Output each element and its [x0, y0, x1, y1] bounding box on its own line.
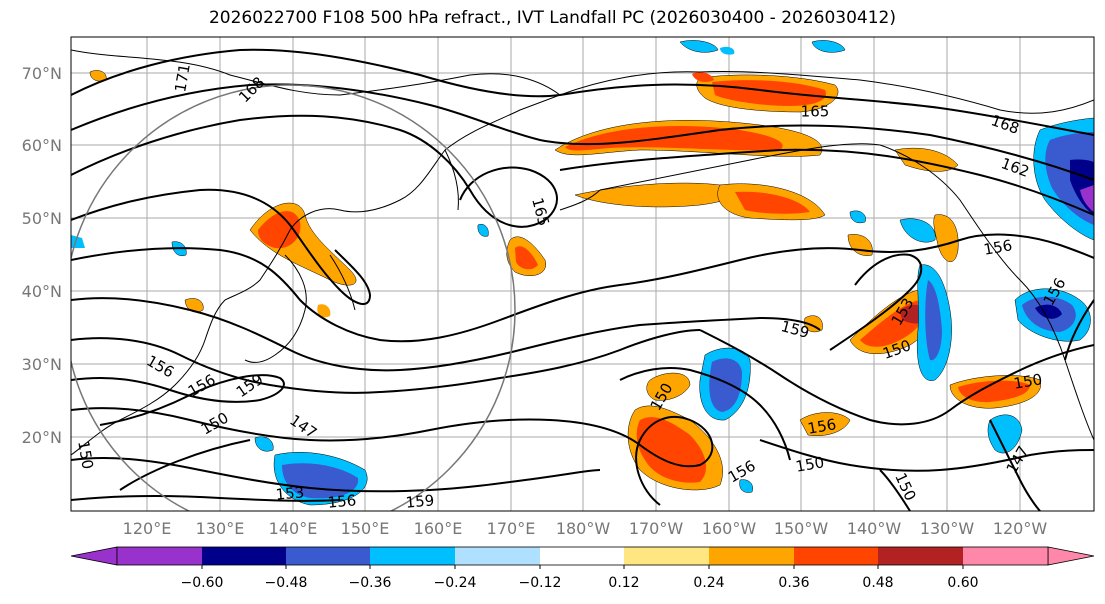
colorbar-tick-label: −0.60 [181, 575, 224, 591]
longitude-label: 170°W [629, 519, 684, 538]
colorbar-segment [370, 547, 455, 565]
colorbar-tick-label: −0.48 [265, 575, 308, 591]
longitude-label: 140°W [847, 519, 902, 538]
colorbar-segment [540, 547, 624, 565]
colorbar-segment [794, 547, 878, 565]
map-title: 2026022700 F108 500 hPa refract., IVT La… [208, 8, 896, 28]
colorbar-tick-label: −0.36 [349, 575, 392, 591]
longitude-label: 140°E [269, 519, 318, 538]
map-frame [70, 36, 1095, 512]
contour-label: 165 [801, 103, 830, 121]
colorbar-tick-label: 0.12 [608, 575, 639, 591]
landfall-radius-circle [71, 84, 516, 511]
colorbar-segment [878, 547, 963, 565]
contour-label: 150 [794, 453, 825, 476]
colorbar-segment [117, 547, 202, 565]
longitude-label: 160°E [414, 519, 463, 538]
longitude-label: 120°W [993, 519, 1048, 538]
colorbar-tick-label: 0.36 [778, 575, 809, 591]
colorbar: −0.60 −0.48 −0.36 −0.24 −0.12 0.12 0.24 0.36 0.4… [70, 546, 1095, 591]
longitude-label: 170°E [487, 519, 536, 538]
colorbar-segment [202, 547, 286, 565]
latitude-label: 70°N [22, 64, 62, 83]
colorbar-tick-label: −0.12 [519, 575, 562, 591]
latitude-label: 50°N [22, 209, 62, 228]
contour-label: 171 [171, 62, 194, 93]
colorbar-segment [709, 547, 794, 565]
graticule [71, 37, 1094, 511]
contour-label: 156 [806, 415, 837, 438]
colorbar-tick-label: 0.24 [693, 575, 724, 591]
map-layers [71, 37, 1094, 511]
contour-label: 153 [275, 483, 305, 503]
latitude-labels: 70°N 60°N 50°N 40°N 30°N 20°N [22, 64, 62, 447]
colorbar-tick-label: 0.60 [947, 575, 978, 591]
longitude-label: 130°E [196, 519, 245, 538]
contour-label: 159 [405, 491, 435, 511]
colorbar-segment [624, 547, 709, 565]
longitude-label: 180°W [556, 519, 611, 538]
colorbar-segment [455, 547, 540, 565]
longitude-label: 150°W [774, 519, 829, 538]
latitude-label: 30°N [22, 355, 62, 374]
longitude-label: 120°E [123, 519, 172, 538]
contour-label: 150 [74, 439, 97, 470]
colorbar-segment [286, 547, 370, 565]
longitude-label: 160°W [702, 519, 757, 538]
longitude-label: 150°E [341, 519, 390, 538]
colorbar-segment [963, 547, 1048, 565]
colorbar-min-extension [70, 546, 118, 566]
contour-label: 156 [982, 236, 1013, 259]
colorbar-tick-label: −0.24 [434, 575, 477, 591]
latitude-label: 40°N [22, 282, 62, 301]
latitude-label: 60°N [22, 136, 62, 155]
contour-label: 150 [1012, 370, 1043, 393]
contour-label: 156 [327, 491, 357, 511]
colorbar-outline [116, 546, 1049, 566]
longitude-label: 130°W [920, 519, 975, 538]
longitude-labels: 120°E 130°E 140°E 150°E 160°E 170°E 180°W 170°W… [123, 519, 1048, 538]
colorbar-tick-label: 0.48 [862, 575, 893, 591]
refractivity-contours [71, 48, 1094, 511]
latitude-label: 20°N [22, 428, 62, 447]
colorbar-max-extension [1047, 546, 1095, 566]
